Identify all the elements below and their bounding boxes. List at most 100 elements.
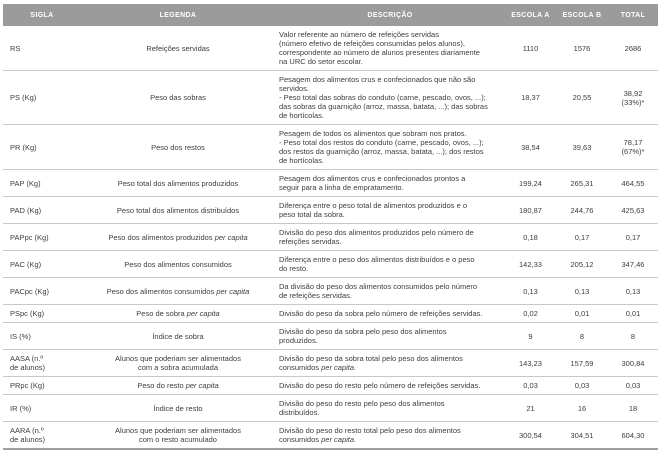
table-row: PAC (Kg) Peso dos alimentos consumidos D… <box>3 251 658 278</box>
cell-escola-b: 157,59 <box>570 358 594 368</box>
cell-escola-a: 9 <box>528 331 533 341</box>
cell-total: 300,84 <box>621 358 645 368</box>
cell-escola-b: 0,03 <box>574 381 590 390</box>
cell-total: 425,63 <box>621 205 645 215</box>
cell-legenda: Refeições servidas <box>146 43 210 53</box>
cell-escola-b: 20,55 <box>572 93 592 102</box>
cell-total: 347,46 <box>621 259 645 269</box>
cell-total: 18 <box>628 403 638 413</box>
table-row: AARA (n.º de alunos) Alunos que poderiam… <box>3 422 658 449</box>
cell-descricao: Divisão do peso da sobra pelo número de … <box>279 309 483 318</box>
cell-legenda: Peso dos restos <box>151 142 205 152</box>
cell-total: 78,17 (67%)* <box>621 138 645 156</box>
cell-total: 0,13 <box>625 286 641 296</box>
cell-sigla: PS (Kg) <box>10 93 37 102</box>
table-row: AASA (n.º de alunos) Alunos que poderiam… <box>3 350 658 377</box>
cell-total: 38,92 (33%)* <box>621 88 645 107</box>
cell-escola-b: 0,01 <box>574 309 590 318</box>
header-row: SIGLA LEGENDA DESCRIÇÃO ESCOLA A ESCOLA … <box>3 4 658 26</box>
cell-legenda: Peso total dos alimentos distribuídos <box>116 205 240 215</box>
cell-legenda: Peso dos alimentos consumidos per capita <box>106 286 250 296</box>
table-row: PAPpc (Kg) Peso dos alimentos produzidos… <box>3 224 658 251</box>
cell-legenda: Índice de resto <box>153 403 203 413</box>
cell-escola-b: 0,17 <box>574 232 590 242</box>
cell-sigla: AARA (n.º de alunos) <box>10 426 46 444</box>
table-header: SIGLA LEGENDA DESCRIÇÃO ESCOLA A ESCOLA … <box>3 4 658 26</box>
cell-descricao: Valor referente ao número de refeições s… <box>279 30 480 66</box>
cell-escola-b: 265,31 <box>570 178 594 188</box>
cell-total: 0,03 <box>625 381 641 390</box>
table-row: PRpc (Kg) Peso do resto per capita Divis… <box>3 377 658 395</box>
cell-escola-b: 304,51 <box>570 430 594 440</box>
cell-sigla: AASA (n.º de alunos) <box>10 354 46 372</box>
cell-sigla: PR (Kg) <box>10 142 37 152</box>
cell-legenda: Alunos que poderiam ser alimentados com … <box>115 426 241 444</box>
cell-escola-a: 143,23 <box>519 358 542 368</box>
column-header-descricao: DESCRIÇÃO <box>275 4 505 26</box>
table-row: PACpc (Kg) Peso dos alimentos consumidos… <box>3 278 658 305</box>
table-row: IR (%) Índice de resto Divisão do peso d… <box>3 395 658 422</box>
cell-total: 8 <box>630 331 636 341</box>
cell-escola-a: 1110 <box>522 43 539 53</box>
cell-descricao: Pesagem dos alimentos crus e confecionad… <box>279 75 488 120</box>
cell-sigla: PAP (Kg) <box>10 178 41 188</box>
cell-escola-b: 1576 <box>573 43 591 53</box>
cell-escola-a: 0,02 <box>523 309 538 318</box>
table-row: PAD (Kg) Peso total dos alimentos distri… <box>3 197 658 224</box>
cell-escola-a: 18,37 <box>521 93 540 102</box>
cell-sigla: PAD (Kg) <box>10 205 42 215</box>
cell-sigla: PRpc (Kg) <box>10 381 45 390</box>
cell-escola-a: 0,03 <box>523 381 538 390</box>
cell-descricao: Divisão do peso da sobra pelo peso dos a… <box>279 327 447 345</box>
cell-descricao: Divisão do peso da sobra total pelo peso… <box>279 354 463 372</box>
indicators-table: SIGLA LEGENDA DESCRIÇÃO ESCOLA A ESCOLA … <box>3 4 658 450</box>
cell-descricao: Pesagem de todos os alimentos que sobram… <box>279 129 484 165</box>
cell-descricao: Diferença entre o peso total de alimento… <box>279 201 468 219</box>
cell-descricao: Divisão do peso do resto pelo peso dos a… <box>279 399 445 417</box>
cell-descricao: Pesagem dos alimentos crus e confecionad… <box>279 174 466 192</box>
indicators-table-page: SIGLA LEGENDA DESCRIÇÃO ESCOLA A ESCOLA … <box>0 4 661 450</box>
cell-descricao: Divisão do peso do resto total pelo peso… <box>279 426 461 444</box>
table-row: RS Refeições servidas Valor referente ao… <box>3 26 658 71</box>
cell-legenda: Peso de sobra per capita <box>136 309 220 318</box>
cell-descricao: Divisão do peso do resto pelo número de … <box>279 381 481 390</box>
cell-legenda: Peso total dos alimentos produzidos <box>117 178 239 188</box>
table-body: RS Refeições servidas Valor referente ao… <box>3 26 658 449</box>
cell-sigla: PAPpc (Kg) <box>10 232 49 242</box>
cell-legenda: Alunos que poderiam ser alimentados com … <box>115 354 241 372</box>
cell-escola-a: 38,54 <box>521 142 540 152</box>
cell-escola-b: 205,12 <box>570 259 594 269</box>
table-row: IS (%) Índice de sobra Divisão do peso d… <box>3 323 658 350</box>
cell-descricao: Divisão do peso dos alimentos produzidos… <box>279 228 474 246</box>
cell-escola-b: 244,76 <box>570 205 594 215</box>
cell-escola-a: 199,24 <box>519 178 542 188</box>
cell-escola-b: 8 <box>579 331 585 341</box>
table-row: PAP (Kg) Peso total dos alimentos produz… <box>3 170 658 197</box>
cell-escola-b: 39,63 <box>572 142 592 152</box>
column-header-escola-b: ESCOLA B <box>556 4 608 26</box>
cell-escola-b: 0,13 <box>574 286 590 296</box>
cell-descricao: Da divisão do peso dos alimentos consumi… <box>279 282 478 300</box>
column-header-total: TOTAL <box>608 4 658 26</box>
cell-escola-a: 0,18 <box>523 232 538 242</box>
cell-sigla: PSpc (Kg) <box>10 309 45 318</box>
column-header-sigla: SIGLA <box>3 4 81 26</box>
cell-legenda: Peso dos alimentos produzidos per capita <box>108 232 248 242</box>
table-row: PS (Kg) Peso das sobras Pesagem dos alim… <box>3 71 658 125</box>
cell-total: 464,55 <box>621 178 645 188</box>
cell-escola-b: 16 <box>577 403 587 413</box>
cell-total: 0,01 <box>625 309 641 318</box>
cell-escola-a: 180,87 <box>519 205 542 215</box>
cell-total: 0,17 <box>625 232 641 242</box>
cell-sigla: RS <box>10 43 21 53</box>
cell-total: 604,30 <box>621 430 645 440</box>
cell-total: 2686 <box>624 43 642 53</box>
cell-sigla: IR (%) <box>10 403 32 413</box>
column-header-legenda: LEGENDA <box>81 4 275 26</box>
table-row: PSpc (Kg) Peso de sobra per capita Divis… <box>3 305 658 323</box>
cell-legenda: Índice de sobra <box>152 331 204 341</box>
cell-legenda: Peso do resto per capita <box>137 381 219 390</box>
cell-sigla: IS (%) <box>10 331 31 341</box>
column-header-escola-a: ESCOLA A <box>505 4 556 26</box>
cell-legenda: Peso dos alimentos consumidos <box>124 259 232 269</box>
